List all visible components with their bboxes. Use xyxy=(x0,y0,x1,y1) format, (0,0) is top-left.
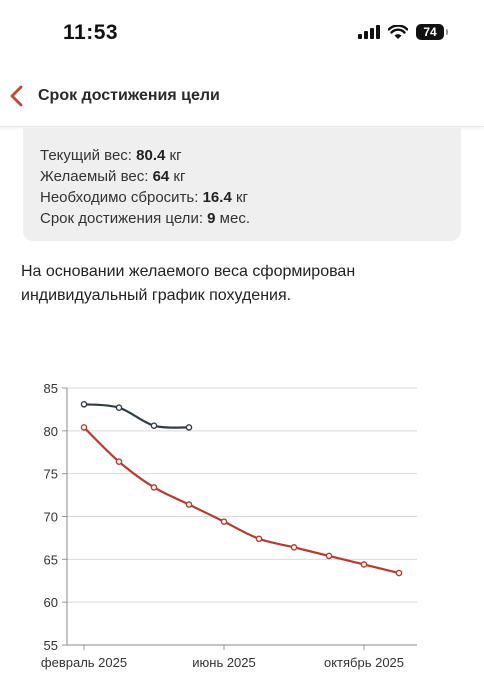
battery-icon: 74 xyxy=(416,24,448,40)
actual-data-point xyxy=(115,404,123,412)
plan-data-point xyxy=(290,544,298,551)
y-tick-label: 85 xyxy=(44,381,58,396)
status-bar: 11:53 74 xyxy=(0,0,484,62)
y-tick-label: 70 xyxy=(44,510,58,525)
y-tick-label: 65 xyxy=(44,552,58,567)
goal-info-card: Текущий вес: 80.4 кг Желаемый вес: 64 кг… xyxy=(23,128,461,241)
status-icons: 74 xyxy=(358,24,448,40)
weight-loss-chart: 55 60 65 70 75 80 85 февраль 2025 июнь 2025 октяб… xyxy=(41,381,417,670)
y-tick-label: 80 xyxy=(44,424,58,439)
nav-bar: Срок достижения цели xyxy=(0,62,484,127)
plan-data-point xyxy=(185,501,193,508)
y-tick-label: 60 xyxy=(44,595,58,610)
target-weight-unit: кг xyxy=(169,168,186,185)
status-time: 11:53 xyxy=(63,21,119,44)
chart-description: На основании желаемого веса сформирован … xyxy=(21,263,356,304)
current-weight-unit: кг xyxy=(165,147,182,164)
actual-data-point xyxy=(185,424,193,431)
goal-term-label: Срок достижения цели: xyxy=(40,210,208,227)
cellular-signal-icon xyxy=(358,25,380,39)
goal-term-row: Срок достижения цели: 9 мес. xyxy=(40,208,461,229)
plan-data-point xyxy=(220,518,228,525)
y-tick-label: 75 xyxy=(44,467,58,482)
goal-term-value: 9 xyxy=(207,210,216,227)
weight-to-lose-row: Необходимо сбросить: 16.4 кг xyxy=(40,187,461,208)
target-weight-row: Желаемый вес: 64 кг xyxy=(40,166,461,187)
plan-data-point xyxy=(325,552,333,560)
chevron-left-icon xyxy=(10,85,23,107)
weight-to-lose-unit: кг xyxy=(231,189,248,206)
page-title: Срок достижения цели xyxy=(38,87,220,104)
y-tick-label: 55 xyxy=(44,638,58,653)
actual-data-point xyxy=(150,422,158,429)
plan-data-point xyxy=(255,535,263,543)
target-weight-label: Желаемый вес: xyxy=(40,168,153,185)
x-tick-label: февраль 2025 xyxy=(41,655,127,670)
goal-term-unit: мес. xyxy=(215,210,250,227)
actual-series-line xyxy=(83,403,190,429)
actual-data-point xyxy=(80,400,88,408)
plan-data-point xyxy=(395,569,403,577)
battery-tip xyxy=(446,29,448,35)
current-weight-label: Текущий вес: xyxy=(40,147,137,164)
x-tick-label: октябрь 2025 xyxy=(324,655,404,670)
current-weight-row: Текущий вес: 80.4 кг xyxy=(40,145,461,166)
plan-series-line xyxy=(83,426,400,575)
weight-to-lose-label: Необходимо сбросить: xyxy=(40,189,203,206)
x-tick-label: июнь 2025 xyxy=(192,655,256,670)
plan-data-point xyxy=(80,424,88,431)
plan-data-point xyxy=(150,484,158,491)
weight-to-lose-value: 16.4 xyxy=(202,189,232,206)
battery-level: 74 xyxy=(423,25,437,39)
plan-data-point xyxy=(115,458,123,465)
back-button[interactable] xyxy=(6,82,30,110)
plan-data-point xyxy=(360,561,368,568)
current-weight-value: 80.4 xyxy=(136,147,166,164)
wifi-icon xyxy=(388,24,408,39)
target-weight-value: 64 xyxy=(152,168,170,185)
